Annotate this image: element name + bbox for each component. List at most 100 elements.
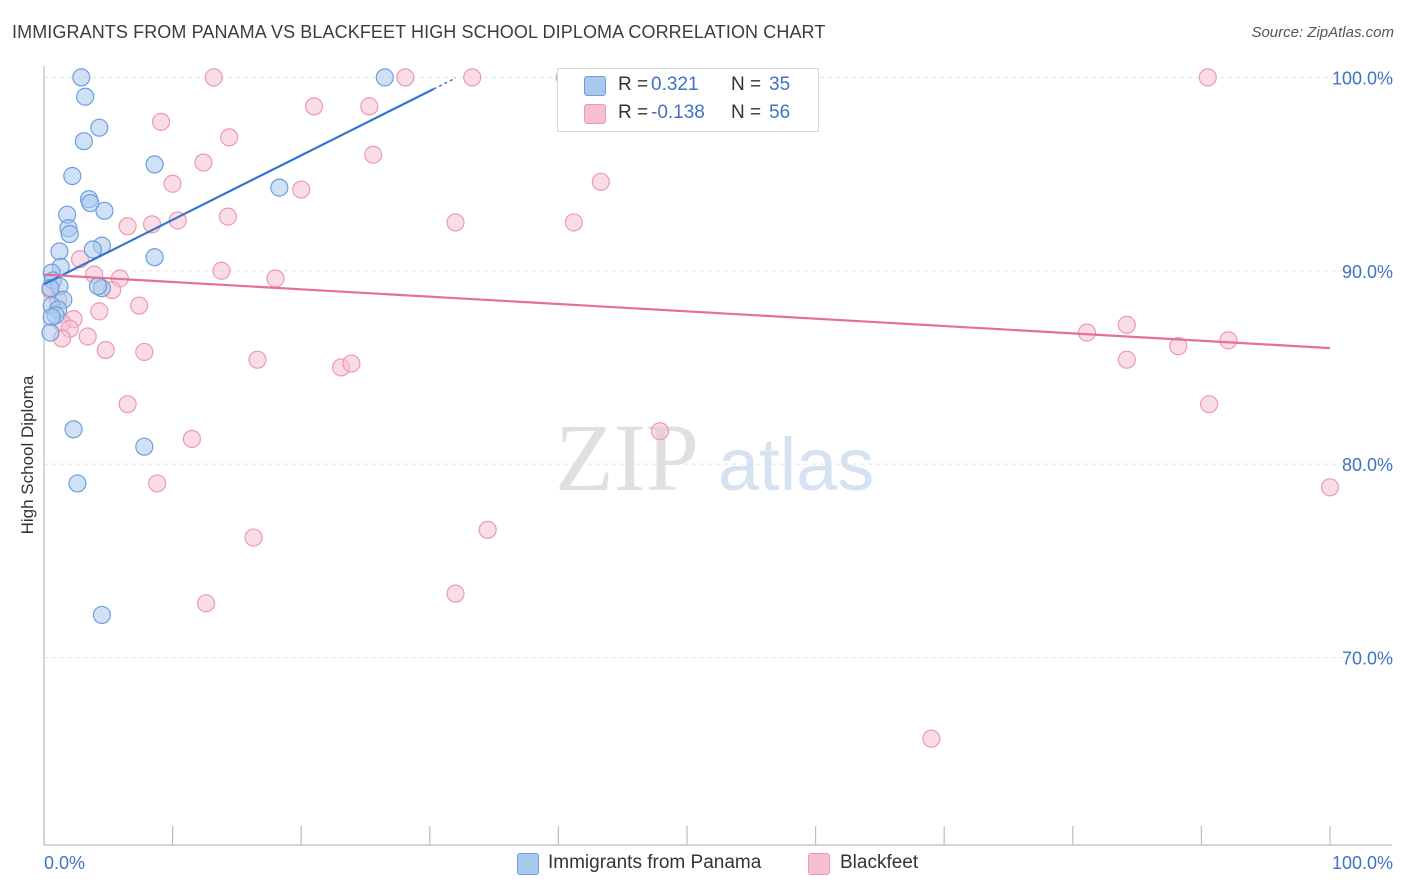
data-point-pink (1219, 331, 1238, 350)
data-point-pink (196, 594, 216, 613)
legend-r-label: R = (618, 74, 649, 95)
legend-r-value: -0.138 (651, 102, 705, 123)
legend-n-label: N = (731, 102, 762, 123)
source-credit: Source: ZipAtlas.com (1251, 24, 1394, 41)
data-point-blue (375, 68, 394, 87)
watermark: ZIP atlas (555, 404, 874, 511)
data-point-pink (90, 302, 109, 321)
data-point-pink (204, 68, 223, 87)
data-point-pink (292, 180, 311, 199)
y-tick-labels: 100.0% 90.0% 80.0% 70.0% (1332, 68, 1393, 668)
data-point-pink (396, 68, 415, 87)
legend-swatch-blackfeet[interactable] (808, 853, 830, 875)
data-point-pink (266, 269, 285, 288)
data-point-pink (446, 584, 465, 603)
data-point-blue (64, 420, 83, 439)
data-point-blue (145, 155, 164, 174)
watermark-zip: ZIP (555, 404, 699, 511)
data-point-pink (78, 327, 97, 346)
data-point-pink (1198, 68, 1217, 87)
data-point-pink (364, 145, 383, 164)
legend-r-value: 0.321 (651, 74, 699, 95)
data-point-pink (148, 474, 167, 493)
legend-swatch-blue (584, 76, 606, 96)
data-point-pink (342, 354, 361, 373)
data-point-blue (42, 308, 61, 327)
legend-n-label: N = (731, 74, 762, 95)
data-point-pink (1117, 350, 1136, 369)
x-tick-labels: 0.0% 100.0% (44, 853, 1393, 873)
series-blackfeet (41, 68, 1340, 748)
data-point-blue (74, 132, 93, 151)
data-point-pink (564, 213, 583, 232)
y-tick-label: 100.0% (1332, 68, 1393, 88)
data-point-pink (244, 528, 263, 547)
legend-label-panama[interactable]: Immigrants from Panama (548, 852, 762, 873)
data-point-blue (60, 224, 79, 244)
data-point-blue (92, 605, 111, 625)
series-legend: Immigrants from Panama Blackfeet (0, 852, 1406, 878)
data-point-blue (270, 178, 289, 197)
x-tick-label: 0.0% (44, 853, 85, 873)
data-point-pink (118, 217, 137, 236)
data-point-blue (88, 277, 108, 296)
trend-line (43, 88, 435, 286)
correlation-legend: R = 0.321 N = 35 R = -0.138 N = 56 (557, 68, 819, 132)
data-point-blue (90, 118, 109, 137)
data-point-pink (304, 97, 324, 116)
data-point-pink (96, 340, 115, 360)
chart-title: IMMIGRANTS FROM PANAMA VS BLACKFEET HIGH… (12, 22, 826, 42)
data-point-pink (151, 112, 171, 131)
x-tick-label: 100.0% (1332, 853, 1393, 873)
data-point-blue (63, 166, 82, 186)
trend-line (43, 273, 1331, 350)
data-point-blue (95, 201, 114, 220)
series-immigrants-from-panama (41, 68, 394, 625)
data-point-pink (591, 172, 610, 191)
legend-row-panama: R = 0.321 N = 35 (558, 73, 818, 99)
data-point-pink (218, 207, 237, 226)
y-tick-label: 70.0% (1342, 648, 1393, 668)
data-point-pink (478, 520, 497, 539)
data-point-pink (130, 296, 149, 315)
legend-row-blackfeet: R = -0.138 N = 56 (558, 101, 818, 127)
data-point-pink (1200, 395, 1219, 414)
y-tick-label: 90.0% (1342, 262, 1393, 282)
data-point-blue (145, 248, 164, 267)
data-point-pink (922, 729, 941, 748)
data-point-pink (1320, 478, 1340, 497)
data-point-pink (194, 153, 213, 172)
legend-n-value: 56 (769, 102, 791, 123)
data-point-blue (135, 437, 154, 456)
data-point-pink (360, 97, 379, 116)
data-point-pink (182, 429, 201, 449)
data-point-pink (163, 174, 182, 193)
data-point-blue (81, 193, 100, 213)
data-point-pink (1169, 337, 1188, 356)
data-point-pink (220, 128, 239, 147)
watermark-atlas: atlas (718, 423, 874, 506)
trend-line-extension (433, 77, 456, 90)
data-point-pink (1117, 315, 1136, 334)
data-point-blue (68, 474, 87, 493)
legend-swatch-pink (584, 104, 606, 124)
gridlines (44, 76, 1360, 658)
legend-n-value: 35 (769, 74, 791, 95)
trend-lines (43, 77, 1331, 350)
y-tick-label: 80.0% (1342, 455, 1393, 475)
data-point-pink (463, 68, 482, 87)
legend-r-label: R = (618, 102, 649, 123)
data-point-pink (1077, 323, 1097, 342)
legend-swatch-panama[interactable] (517, 853, 539, 875)
data-point-pink (650, 422, 670, 441)
data-point-pink (212, 261, 231, 280)
data-point-pink (446, 213, 465, 232)
data-point-pink (135, 342, 154, 362)
legend-label-blackfeet[interactable]: Blackfeet (840, 852, 919, 873)
data-point-blue (41, 323, 60, 342)
axes (43, 66, 1392, 846)
data-point-blue (83, 240, 102, 259)
data-point-blue (72, 68, 91, 87)
data-point-blue (76, 87, 95, 106)
